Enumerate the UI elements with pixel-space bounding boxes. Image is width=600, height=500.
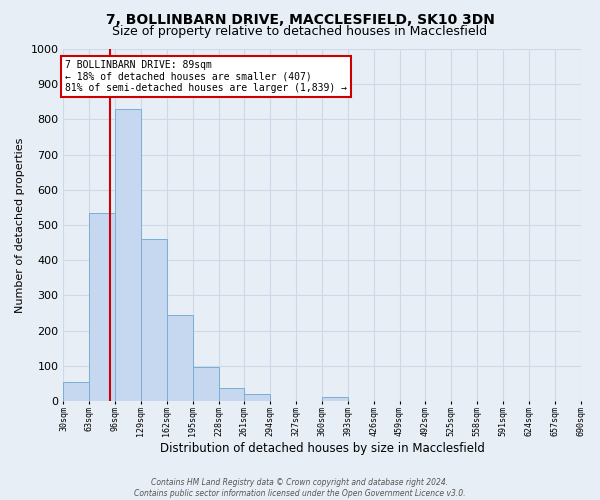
Text: Size of property relative to detached houses in Macclesfield: Size of property relative to detached ho… (112, 25, 488, 38)
X-axis label: Distribution of detached houses by size in Macclesfield: Distribution of detached houses by size … (160, 442, 484, 455)
Bar (141, 239, 167, 401)
Bar (89, 212, 115, 401)
Bar (322, 398, 348, 401)
Bar (115, 109, 141, 401)
Bar (244, 394, 270, 401)
Bar (167, 314, 193, 401)
Bar (193, 367, 218, 401)
Bar (64, 382, 89, 401)
Y-axis label: Number of detached properties: Number of detached properties (15, 138, 25, 312)
Bar (218, 388, 244, 401)
Text: Contains HM Land Registry data © Crown copyright and database right 2024.
Contai: Contains HM Land Registry data © Crown c… (134, 478, 466, 498)
Text: 7 BOLLINBARN DRIVE: 89sqm
← 18% of detached houses are smaller (407)
81% of semi: 7 BOLLINBARN DRIVE: 89sqm ← 18% of detac… (65, 60, 347, 93)
Text: 7, BOLLINBARN DRIVE, MACCLESFIELD, SK10 3DN: 7, BOLLINBARN DRIVE, MACCLESFIELD, SK10 … (106, 12, 494, 26)
